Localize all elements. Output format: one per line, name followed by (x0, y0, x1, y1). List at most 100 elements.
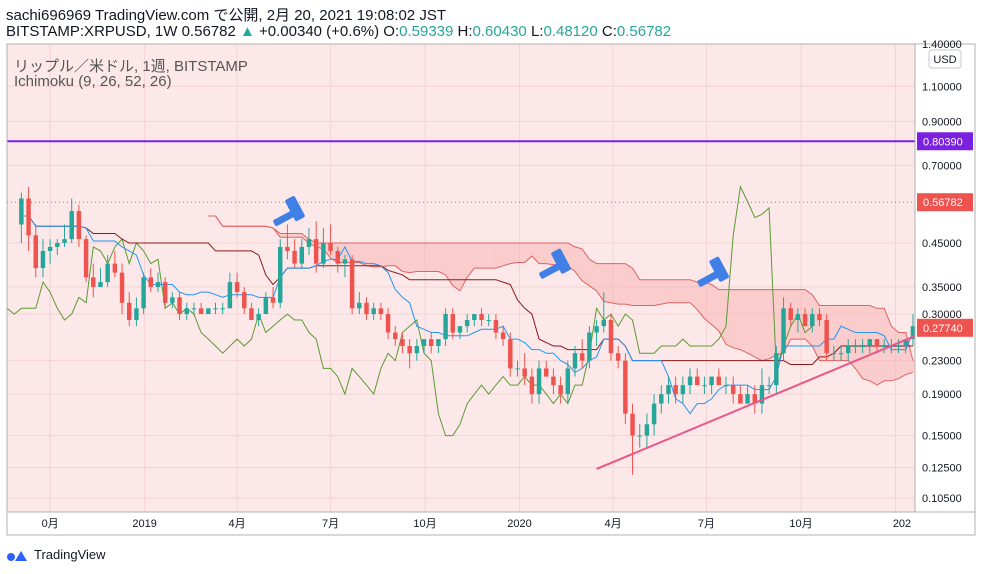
candle-body (198, 308, 204, 315)
y-tick-label: 1.10000 (922, 81, 962, 93)
y-tick-label: 1.40000 (922, 39, 962, 51)
candle-body (896, 346, 901, 348)
candle-body (572, 353, 578, 369)
indicator-legend[interactable]: Ichimoku (9, 26, 52, 26) (14, 73, 172, 90)
candle (464, 314, 470, 333)
candle (127, 292, 132, 327)
price-label: 0.80390 (917, 132, 973, 151)
cloud-segment (359, 242, 367, 266)
y-tick-label: 0.19000 (922, 389, 962, 401)
candle-body (299, 246, 305, 264)
candle (76, 204, 82, 247)
cloud-segment (380, 242, 389, 267)
cloud-segment (625, 263, 633, 306)
candle-body (393, 332, 398, 340)
cloud-segment (431, 242, 439, 272)
cloud-segment (402, 242, 410, 273)
candle (364, 297, 369, 321)
candle-body (62, 239, 67, 243)
gavel-handle (539, 263, 561, 279)
x-tick-label: 7月 (698, 518, 715, 530)
candle-body (306, 239, 312, 247)
candle-body (508, 339, 513, 369)
candle (83, 235, 89, 283)
candle-body (637, 435, 642, 437)
candle (378, 302, 384, 321)
cloud-segment (488, 242, 496, 269)
candle-body (723, 385, 729, 387)
candle-body (500, 332, 506, 340)
cloud-segment (459, 242, 468, 291)
candle (55, 239, 60, 256)
gavel-marker-icon (539, 248, 571, 279)
cloud-segment (503, 242, 511, 266)
candle-body (472, 314, 477, 321)
candle-body (206, 308, 211, 315)
candle-body (270, 297, 276, 303)
cloud-segment (517, 242, 525, 263)
candle (184, 302, 189, 321)
cloud-segment (610, 263, 619, 305)
candle-body (400, 339, 405, 347)
candle (421, 339, 427, 354)
candle (177, 292, 182, 321)
candle (249, 302, 254, 321)
currency-label: USD (933, 54, 956, 66)
candle-body (407, 346, 412, 354)
candle (702, 376, 707, 395)
cloud-segment (438, 242, 446, 275)
candle-body (371, 308, 376, 315)
senkou-span-b (208, 215, 914, 361)
candle (371, 302, 376, 321)
candle-body (263, 297, 269, 315)
cloud-segment (467, 242, 475, 278)
candle-body (421, 339, 427, 347)
cloud-segment (395, 242, 403, 272)
cloud-segment (531, 242, 540, 264)
candle-body (716, 376, 722, 386)
candle (824, 314, 829, 361)
candle-body (457, 326, 463, 333)
candle (716, 368, 722, 386)
candle-body (623, 360, 628, 414)
candle-body (529, 376, 535, 395)
candle-body (817, 314, 822, 321)
candle (903, 339, 908, 354)
candle-body (55, 242, 60, 247)
cloud-segment (474, 242, 482, 269)
candle (206, 308, 211, 315)
candle-body (846, 346, 851, 354)
gavel-handle (697, 271, 719, 287)
gavel-head (285, 196, 305, 222)
candle-body (191, 308, 197, 310)
candle (853, 339, 858, 354)
currency-badge (928, 49, 962, 69)
candle (443, 308, 448, 347)
candle-body (127, 302, 132, 321)
cloud-segment (675, 279, 683, 303)
candle (134, 297, 139, 327)
close-value: 0.56782 (616, 23, 672, 40)
gavel-head (551, 248, 571, 274)
cloud-segment (481, 242, 489, 269)
candle-body (695, 376, 700, 386)
x-tick-label: 2020 (507, 518, 531, 530)
candle-body (105, 263, 110, 283)
cloud-segment (668, 279, 676, 303)
candle (457, 326, 463, 340)
candle-body (213, 308, 218, 310)
candle-body (860, 346, 865, 348)
candle-body (141, 277, 146, 309)
cloud-segment (280, 233, 288, 238)
gavel-head (709, 256, 729, 282)
candle-body (594, 326, 599, 333)
candle-body (536, 368, 542, 395)
candle-body (134, 308, 139, 321)
candle (450, 308, 456, 340)
up-arrow-icon: ▲ (240, 23, 255, 40)
candle (148, 268, 154, 293)
candle (19, 192, 24, 243)
candle-body (155, 282, 161, 288)
candle-body (428, 339, 434, 347)
